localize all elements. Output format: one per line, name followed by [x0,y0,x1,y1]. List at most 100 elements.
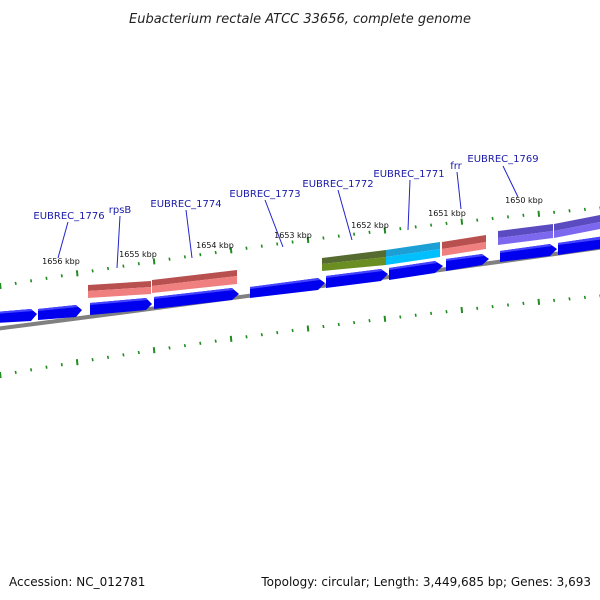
minor-tick [568,209,571,213]
callout-lines [57,165,519,269]
minor-tick [199,253,202,257]
minor-tick [583,207,586,212]
minor-tick [568,297,571,301]
major-tick [229,335,233,342]
genome-summary: Topology: circular; Length: 3,449,685 bp… [260,575,591,589]
gene-arrow[interactable] [446,254,489,271]
major-tick [75,359,79,366]
minor-tick [476,218,479,222]
gene-label[interactable]: EUBREC_1773 [229,189,300,200]
minor-tick [506,215,510,219]
major-tick [0,282,2,290]
minor-tick [214,339,217,343]
minor-tick [399,227,402,231]
gene-arrow[interactable] [154,288,239,309]
minor-tick [137,262,140,266]
minor-tick [491,304,494,309]
gene-arrow[interactable] [500,244,557,262]
minor-tick [168,257,171,261]
minor-tick [30,368,33,372]
minor-tick [445,221,448,226]
minor-tick [106,355,110,359]
minor-tick [276,330,279,335]
inner-tick-ring [0,294,600,379]
gene-label[interactable]: rpsB [109,205,132,216]
minor-tick [30,279,33,283]
major-tick [383,315,387,322]
minor-tick [476,306,479,310]
major-tick [75,270,79,277]
minor-tick [430,223,433,227]
gene-arrow[interactable] [326,269,388,288]
minor-tick [506,303,510,307]
gene-arrow[interactable] [558,236,600,255]
minor-tick [60,274,63,278]
outer-tick-ring [0,206,600,290]
minor-tick [122,264,125,268]
gene-label[interactable]: EUBREC_1774 [150,199,221,210]
feature-block[interactable] [386,242,440,265]
minor-tick [291,240,294,244]
forward-gene-track [0,236,600,323]
gene-arrow[interactable] [0,309,37,323]
minor-tick [368,230,371,234]
minor-tick [553,298,556,303]
minor-tick [45,276,48,280]
major-tick [460,218,464,225]
gene-label[interactable]: frr [450,161,462,172]
minor-tick [214,250,217,255]
minor-tick [199,341,202,345]
minor-tick [60,363,63,367]
minor-tick [445,310,448,314]
kbp-label: 1655 kbp [119,250,157,259]
gene-label[interactable]: EUBREC_1776 [33,211,104,222]
minor-tick [337,234,340,238]
gene-arrow[interactable] [250,278,325,298]
minor-tick [337,322,340,327]
feature-track [88,214,600,298]
feature-block[interactable] [554,214,600,238]
minor-tick [276,242,279,246]
minor-tick [14,370,17,375]
feature-block[interactable] [152,270,237,293]
major-tick [229,247,233,254]
minor-tick [106,266,110,271]
gene-label[interactable]: EUBREC_1771 [373,169,444,180]
kbp-label: 1653 kbp [274,231,312,240]
gene-label[interactable]: EUBREC_1769 [467,154,538,165]
major-tick [306,325,310,332]
major-tick [306,236,310,244]
minor-tick [245,335,248,339]
gene-arrow[interactable] [38,305,82,320]
minor-tick [322,236,325,240]
minor-tick [245,246,248,250]
minor-tick [14,281,17,286]
gene-labels: EUBREC_1776 rpsB EUBREC_1774 EUBREC_1773… [33,154,538,222]
minor-tick [122,353,125,357]
minor-tick [45,365,48,369]
major-tick [383,227,387,234]
feature-block[interactable] [322,250,386,271]
feature-block[interactable] [88,281,151,298]
gene-arrow[interactable] [90,298,152,315]
minor-tick [414,313,417,317]
major-tick [537,210,541,217]
minor-tick [91,358,94,362]
feature-block[interactable] [442,235,486,256]
minor-tick [430,311,433,316]
minor-tick [553,210,556,214]
major-tick [152,347,156,354]
major-tick [537,298,541,305]
kbp-label: 1656 kbp [42,257,80,266]
minor-tick [260,244,263,248]
minor-tick [260,333,263,337]
minor-tick [368,319,371,323]
gene-arrow[interactable] [389,261,443,280]
minor-tick [322,324,325,329]
kbp-labels: 1656 kbp 1655 kbp 1654 kbp 1653 kbp 1652… [42,196,543,266]
kbp-label: 1651 kbp [428,209,466,218]
feature-block[interactable] [498,224,553,245]
gene-label[interactable]: EUBREC_1772 [302,179,373,190]
minor-tick [183,255,186,259]
